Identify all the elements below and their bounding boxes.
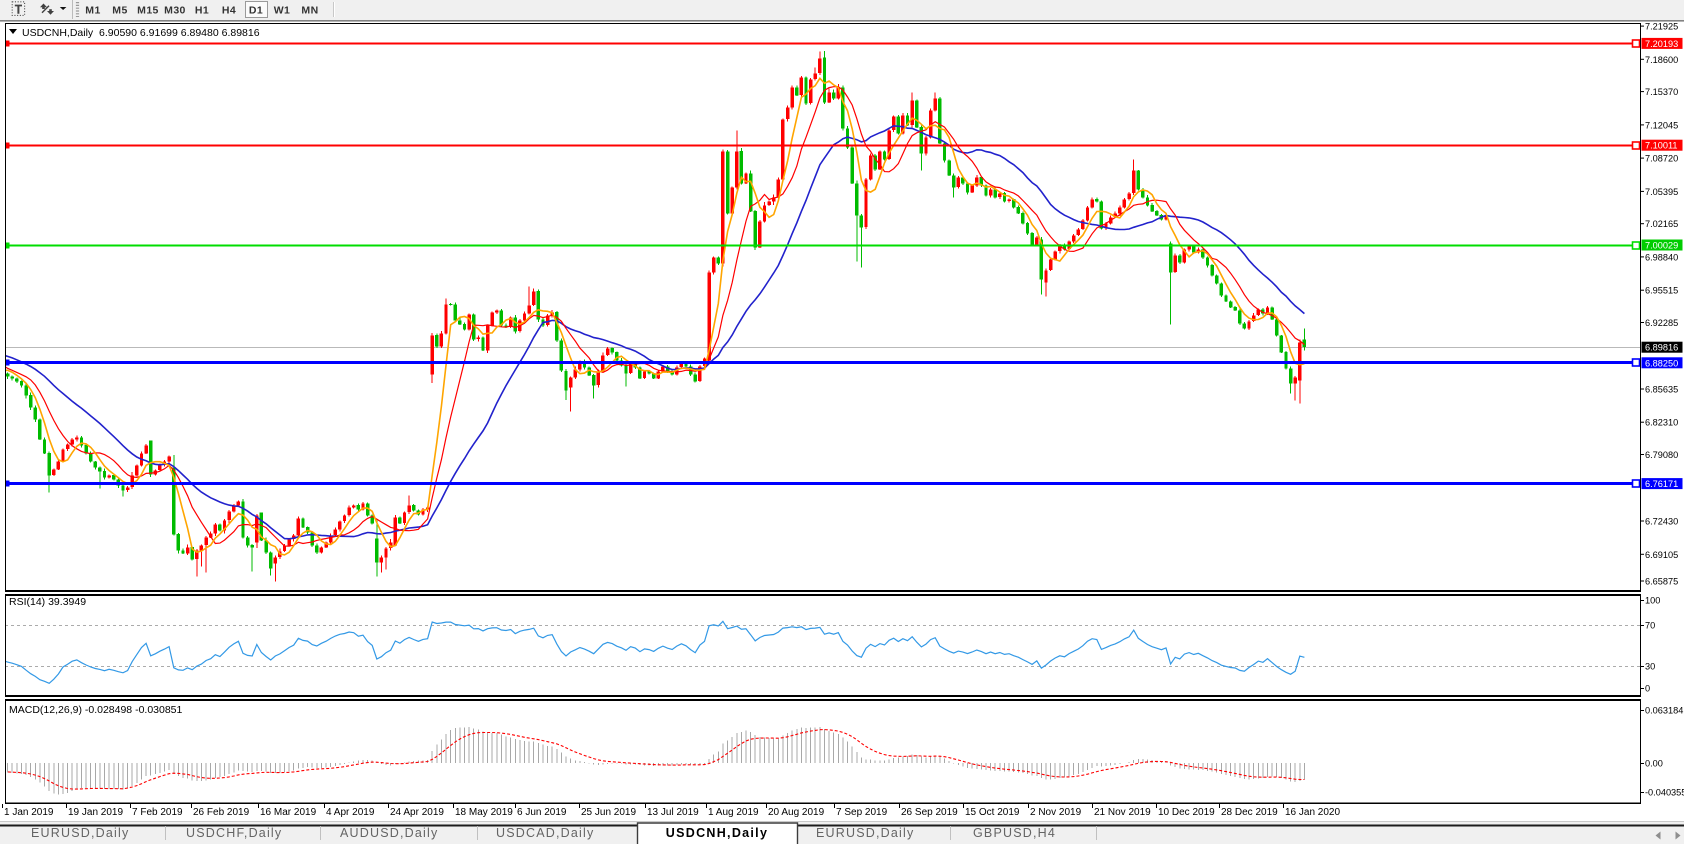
svg-text:6.79080: 6.79080 [1645, 450, 1678, 460]
svg-text:6.82310: 6.82310 [1645, 418, 1678, 428]
svg-text:25 Jun 2019: 25 Jun 2019 [581, 807, 636, 818]
svg-text:0.063184: 0.063184 [1645, 706, 1683, 716]
svg-text:6.95515: 6.95515 [1645, 286, 1678, 296]
svg-text:7.12045: 7.12045 [1645, 120, 1678, 130]
svg-text:EURUSD,Daily: EURUSD,Daily [816, 826, 914, 840]
svg-text:W1: W1 [274, 5, 291, 17]
svg-text:6.85635: 6.85635 [1645, 385, 1678, 395]
svg-text:26 Sep 2019: 26 Sep 2019 [901, 807, 958, 818]
svg-text:16 Jan 2020: 16 Jan 2020 [1285, 807, 1340, 818]
svg-text:13 Jul 2019: 13 Jul 2019 [647, 807, 699, 818]
svg-text:-0.040355: -0.040355 [1645, 788, 1684, 798]
svg-text:0: 0 [1645, 684, 1650, 694]
svg-text:RSI(14) 39.3949: RSI(14) 39.3949 [9, 596, 86, 608]
svg-text:100: 100 [1645, 596, 1660, 606]
svg-text:6.88250: 6.88250 [1645, 358, 1678, 368]
svg-text:24 Apr 2019: 24 Apr 2019 [390, 807, 444, 818]
svg-text:USDCAD,Daily: USDCAD,Daily [496, 826, 594, 840]
svg-text:6.69105: 6.69105 [1645, 550, 1678, 560]
svg-text:USDCHF,Daily: USDCHF,Daily [186, 826, 282, 840]
svg-text:4 Apr 2019: 4 Apr 2019 [326, 807, 375, 818]
svg-text:6.76171: 6.76171 [1645, 479, 1678, 489]
svg-text:6.65875: 6.65875 [1645, 577, 1678, 587]
svg-text:H4: H4 [222, 5, 236, 17]
svg-text:6 Jun 2019: 6 Jun 2019 [517, 807, 567, 818]
svg-text:M1: M1 [85, 5, 100, 17]
svg-text:21 Nov 2019: 21 Nov 2019 [1094, 807, 1151, 818]
svg-text:EURUSD,Daily: EURUSD,Daily [31, 826, 129, 840]
svg-text:26 Feb 2019: 26 Feb 2019 [193, 807, 250, 818]
svg-text:70: 70 [1645, 621, 1655, 631]
svg-text:7 Feb 2019: 7 Feb 2019 [132, 807, 183, 818]
svg-text:2 Nov 2019: 2 Nov 2019 [1030, 807, 1082, 818]
svg-text:AUDUSD,Daily: AUDUSD,Daily [340, 826, 438, 840]
svg-text:7.02165: 7.02165 [1645, 219, 1678, 229]
svg-text:28 Dec 2019: 28 Dec 2019 [1221, 807, 1278, 818]
svg-text:7.21925: 7.21925 [1645, 22, 1678, 32]
svg-text:H1: H1 [195, 5, 209, 17]
svg-text:20 Aug 2019: 20 Aug 2019 [768, 807, 825, 818]
svg-text:7.15370: 7.15370 [1645, 87, 1678, 97]
svg-text:MN: MN [301, 5, 318, 17]
svg-text:7.10011: 7.10011 [1645, 141, 1678, 151]
svg-text:7.08720: 7.08720 [1645, 154, 1678, 164]
svg-text:7.00029: 7.00029 [1645, 241, 1678, 251]
svg-text:7 Sep 2019: 7 Sep 2019 [836, 807, 888, 818]
svg-text:10 Dec 2019: 10 Dec 2019 [1158, 807, 1215, 818]
svg-text:19 Jan 2019: 19 Jan 2019 [68, 807, 123, 818]
svg-text:M5: M5 [112, 5, 127, 17]
svg-text:USDCNH,Daily 6.90590 6.91699: USDCNH,Daily 6.90590 6.91699 6.89480 6.8… [22, 27, 260, 39]
svg-text:6.92285: 6.92285 [1645, 318, 1678, 328]
svg-text:7.20193: 7.20193 [1645, 39, 1678, 49]
svg-text:0.00: 0.00 [1645, 759, 1663, 769]
svg-text:7.05395: 7.05395 [1645, 187, 1678, 197]
svg-text:6.72430: 6.72430 [1645, 517, 1678, 527]
svg-text:6.98840: 6.98840 [1645, 252, 1678, 262]
svg-text:1 Jan 2019: 1 Jan 2019 [4, 807, 54, 818]
svg-text:GBPUSD,H4: GBPUSD,H4 [973, 826, 1056, 840]
svg-text:D1: D1 [249, 5, 263, 17]
svg-text:7.18600: 7.18600 [1645, 55, 1678, 65]
svg-text:M30: M30 [164, 5, 186, 17]
svg-text:18 May 2019: 18 May 2019 [455, 807, 513, 818]
svg-text:30: 30 [1645, 662, 1655, 672]
svg-text:M15: M15 [137, 5, 159, 17]
svg-text:1 Aug 2019: 1 Aug 2019 [708, 807, 759, 818]
svg-text:USDCNH,Daily: USDCNH,Daily [666, 826, 768, 840]
svg-text:15 Oct 2019: 15 Oct 2019 [965, 807, 1020, 818]
svg-text:MACD(12,26,9) -0.028498 -0.030: MACD(12,26,9) -0.028498 -0.030851 [9, 704, 183, 716]
svg-text:6.89816: 6.89816 [1645, 343, 1678, 353]
svg-text:16 Mar 2019: 16 Mar 2019 [260, 807, 317, 818]
